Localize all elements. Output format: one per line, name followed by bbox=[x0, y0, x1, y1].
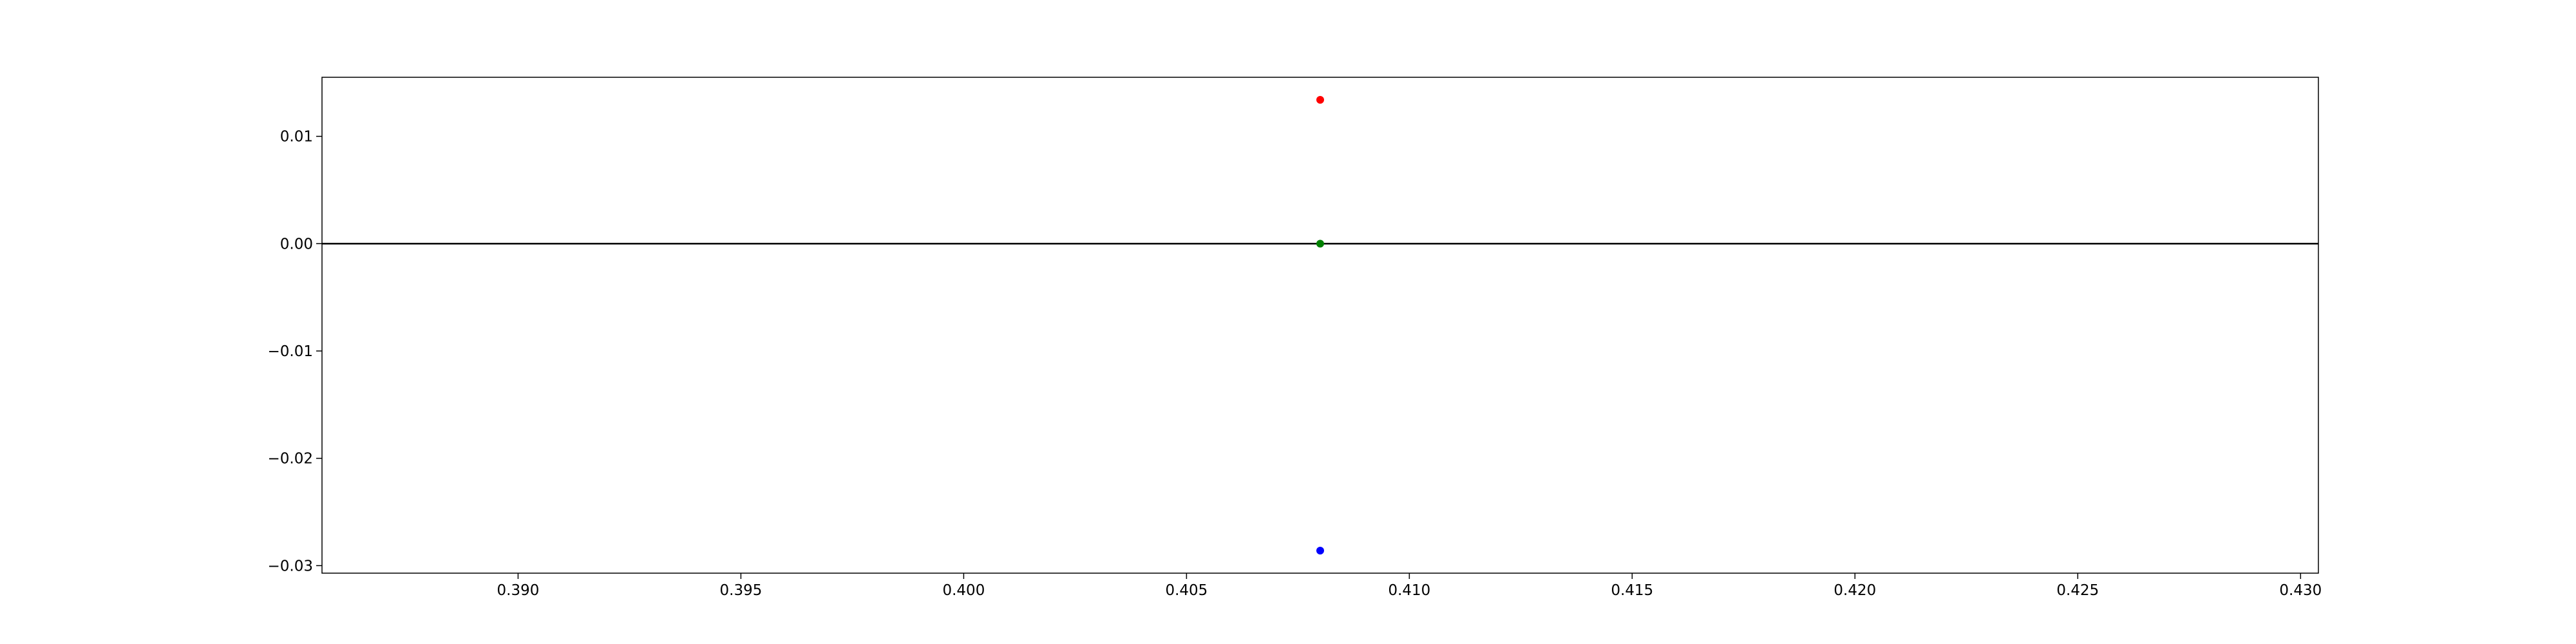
x-tick-label: 0.410 bbox=[1388, 582, 1430, 599]
y-tick-label: −0.03 bbox=[268, 558, 313, 574]
y-tick-label: −0.01 bbox=[268, 343, 313, 360]
plot-frame bbox=[321, 77, 2319, 574]
scatter-point bbox=[1316, 547, 1324, 554]
x-tick-label: 0.425 bbox=[2056, 582, 2099, 599]
x-tick-label: 0.430 bbox=[2279, 582, 2322, 599]
y-tick-label: 0.01 bbox=[280, 129, 313, 146]
plot-background bbox=[322, 77, 2318, 573]
y-axis: 0.01 0.00 −0.01 −0.02 −0.03 bbox=[268, 129, 322, 574]
scatter-point bbox=[1316, 240, 1324, 248]
x-tick-label: 0.420 bbox=[1833, 582, 1876, 599]
x-tick-label: 0.390 bbox=[497, 582, 540, 599]
x-tick-label: 0.400 bbox=[942, 582, 985, 599]
x-tick-label: 0.415 bbox=[1611, 582, 1653, 599]
x-tick-label: 0.395 bbox=[720, 582, 762, 599]
y-tick-label: 0.00 bbox=[280, 236, 313, 252]
x-tick-label: 0.405 bbox=[1165, 582, 1208, 599]
y-tick-label: −0.02 bbox=[268, 451, 313, 468]
scatter-point bbox=[1316, 96, 1324, 104]
x-axis: 0.390 0.395 0.400 0.405 0.410 0.415 0.420 0.425… bbox=[497, 573, 2322, 599]
scatter-points bbox=[1316, 96, 1324, 554]
